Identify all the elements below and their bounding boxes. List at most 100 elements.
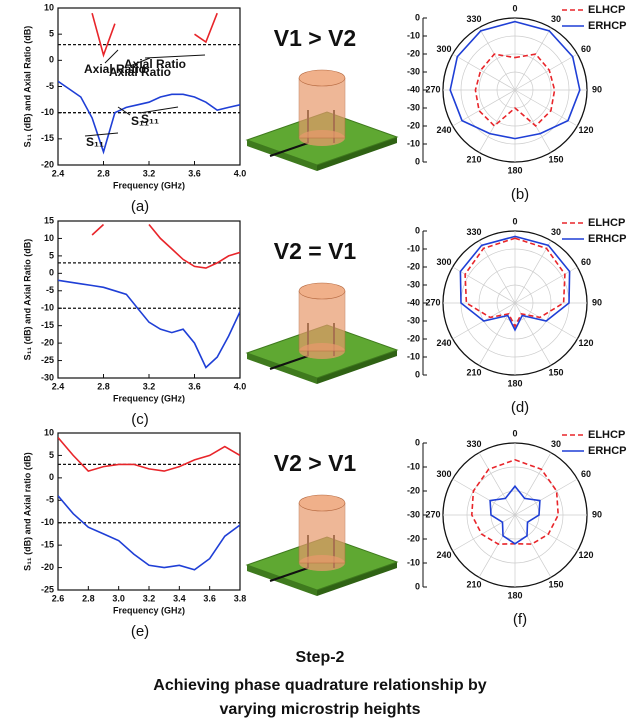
theta-tick-label: 150 [548,368,563,378]
theta-tick-label: 270 [425,509,440,519]
r-tick-label: -40 [407,297,420,307]
radial-grid [515,241,551,303]
y-tick-label: 15 [44,215,54,225]
theta-tick-label: 240 [436,550,451,560]
theta-tick-label: 180 [507,590,522,600]
r-tick-label: 0 [415,156,420,166]
condition-label: V1 > V2 [274,25,356,51]
r-tick-label: -20 [407,48,420,58]
radial-grid [515,267,577,303]
r-tick-label: -30 [407,102,420,112]
y-tick-label: 0 [49,268,54,278]
y-tick-label: -25 [41,355,54,365]
panel-label: (f) [513,611,527,628]
x-axis-label: Frequency (GHz) [113,393,185,403]
cylinder-body [299,291,345,351]
theta-tick-label: 150 [548,155,563,165]
theta-tick-label: 150 [548,580,563,590]
y-axis-label: S₁₁ (dB) and Axial Ratio (dB) [22,26,32,148]
theta-tick-label: 120 [578,125,593,135]
y-tick-label: 10 [44,427,54,437]
x-tick-label: 3.6 [188,168,201,178]
radial-grid [479,90,515,152]
theta-tick-label: 300 [436,469,451,479]
series-annotation: S₁₁ [141,112,159,126]
annotation-arrow [105,50,118,63]
r-tick-label: -10 [407,557,420,567]
r-tick-label: -20 [407,333,420,343]
y-tick-label: -5 [46,495,54,505]
caption-step: Step-2 [296,649,345,666]
y-tick-label: 5 [49,29,54,39]
antenna-model [247,283,397,384]
r-tick-label: -10 [407,243,420,253]
r-tick-label: 0 [415,12,420,22]
radial-grid [515,90,551,152]
radial-grid [515,303,551,365]
r-tick-label: 0 [415,225,420,235]
antenna-model [247,70,397,171]
radial-grid [479,241,515,303]
radial-grid [479,28,515,90]
x-tick-label: 2.4 [52,168,65,178]
x-tick-label: 2.8 [97,168,110,178]
x-axis-label: Frequency (GHz) [113,605,185,615]
radial-grid [515,515,551,577]
theta-tick-label: 120 [578,550,593,560]
radial-grid [479,303,515,365]
x-axis-label: Frequency (GHz) [113,180,185,190]
x-tick-label: 2.8 [97,381,110,391]
x-tick-label: 3.2 [143,168,156,178]
r-tick-label: -10 [407,30,420,40]
condition-label: V2 = V1 [274,238,357,264]
theta-tick-label: 330 [466,14,481,24]
cylinder-top [299,495,345,511]
r-tick-label: -10 [407,138,420,148]
series-line [58,280,240,367]
radial-grid [479,515,515,577]
theta-tick-label: 180 [507,165,522,175]
theta-tick-label: 60 [581,44,591,54]
caption-line: varying microstrip heights [220,701,421,718]
x-tick-label: 4.0 [234,381,247,391]
radial-grid [453,515,515,551]
x-tick-label: 3.2 [143,381,156,391]
y-tick-label: -5 [46,285,54,295]
theta-tick-label: 120 [578,338,593,348]
series-line [58,438,240,472]
x-tick-label: 3.4 [173,593,186,603]
radial-grid [515,515,577,551]
legend-label: ERHCP [588,445,627,457]
y-tick-label: 0 [49,472,54,482]
y-axis-label: S₁₁ (dB) and Axial Ratio (dB) [22,239,32,361]
legend-label: ERHCP [588,233,627,245]
radial-grid [515,28,551,90]
legend-label: ERHCP [588,20,627,32]
r-tick-label: -40 [407,84,420,94]
x-tick-label: 2.8 [82,593,95,603]
r-tick-label: -30 [407,279,420,289]
theta-tick-label: 60 [581,469,591,479]
theta-tick-label: 300 [436,257,451,267]
cylinder-body [299,503,345,563]
theta-tick-label: 210 [466,368,481,378]
y-tick-label: 10 [44,2,54,12]
y-tick-label: -15 [41,540,54,550]
theta-tick-label: 90 [592,297,602,307]
radial-grid [453,54,515,90]
x-tick-label: 3.0 [112,593,125,603]
caption-line: Achieving phase quadrature relationship … [153,677,487,694]
x-tick-label: 3.8 [234,593,247,603]
panel-label: (a) [131,198,149,215]
y-tick-label: -15 [41,320,54,330]
series-line [58,496,240,570]
theta-tick-label: 270 [425,297,440,307]
theta-tick-label: 300 [436,44,451,54]
theta-tick-label: 240 [436,125,451,135]
r-tick-label: -30 [407,315,420,325]
panel-label: (b) [511,186,529,203]
plot-frame [58,221,240,378]
r-tick-label: 0 [415,581,420,591]
x-tick-label: 4.0 [234,168,247,178]
theta-tick-label: 330 [466,439,481,449]
